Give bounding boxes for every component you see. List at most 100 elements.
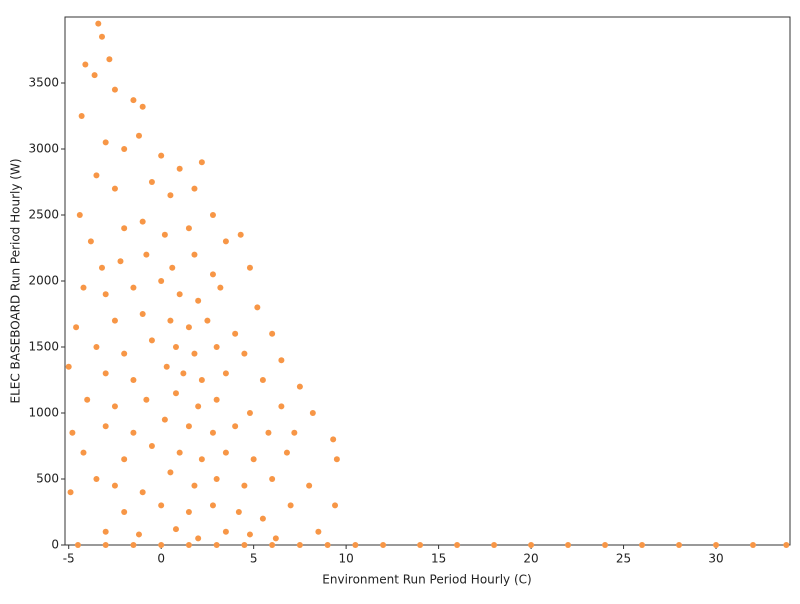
point [213, 396, 220, 403]
point [98, 264, 105, 271]
point [82, 61, 89, 68]
point [130, 429, 137, 436]
point [185, 225, 192, 232]
point [417, 542, 424, 548]
point [191, 185, 198, 192]
point [296, 383, 303, 390]
point [195, 403, 202, 410]
y-tick-label: 0 [51, 538, 59, 552]
point [176, 165, 183, 172]
point [352, 542, 359, 548]
point [232, 330, 239, 337]
point [143, 396, 150, 403]
point [158, 152, 165, 159]
point [528, 542, 535, 548]
point [291, 429, 298, 436]
point [639, 542, 646, 548]
point [259, 377, 266, 383]
point [241, 542, 248, 548]
y-tick-label: 500 [36, 472, 59, 486]
point [309, 410, 316, 416]
y-tick-label: 2000 [28, 274, 59, 288]
point [139, 218, 146, 225]
point [148, 443, 155, 449]
point [265, 429, 272, 436]
point [269, 542, 276, 548]
point [241, 350, 248, 357]
point [121, 456, 128, 463]
point [241, 482, 248, 489]
point [209, 271, 216, 278]
point [121, 350, 128, 357]
point [565, 542, 572, 548]
point [69, 429, 76, 436]
point [102, 139, 109, 146]
point [191, 350, 198, 357]
x-tick-label: -5 [63, 552, 75, 566]
point [750, 542, 757, 548]
point [121, 146, 128, 152]
x-tick-label: 0 [157, 552, 165, 566]
point [254, 304, 261, 311]
point [87, 238, 94, 245]
point [198, 456, 205, 463]
point [185, 423, 192, 430]
point [235, 509, 242, 515]
point [278, 357, 285, 364]
point [272, 535, 279, 542]
point [232, 423, 239, 430]
point [222, 370, 229, 377]
point [380, 542, 387, 548]
point [176, 449, 183, 456]
point [191, 482, 198, 489]
point [102, 291, 109, 298]
point [84, 396, 91, 403]
point [222, 449, 229, 456]
point [130, 284, 137, 291]
point [324, 542, 331, 548]
point [283, 449, 290, 456]
point [195, 297, 202, 304]
point [209, 429, 216, 436]
point [454, 542, 461, 548]
point [246, 531, 253, 538]
point [246, 264, 253, 271]
point [278, 403, 285, 410]
point [333, 456, 340, 463]
point [93, 172, 100, 179]
point [102, 370, 109, 377]
y-tick-label: 3500 [28, 76, 59, 90]
point [111, 86, 118, 93]
point [135, 531, 142, 538]
point [102, 528, 109, 535]
x-axis-label: Environment Run Period Hourly (C) [322, 573, 531, 587]
point [95, 20, 102, 27]
point [130, 97, 137, 104]
point [111, 482, 118, 489]
point [185, 324, 192, 331]
point [167, 317, 174, 324]
point [91, 72, 98, 79]
point [222, 238, 229, 245]
point [143, 251, 150, 258]
point [80, 284, 87, 291]
point [139, 103, 146, 110]
point [222, 528, 229, 535]
point [296, 542, 303, 548]
x-tick-label: 15 [431, 552, 446, 566]
point [158, 542, 165, 548]
point [76, 212, 83, 218]
point [78, 113, 85, 119]
point [213, 542, 220, 548]
point [259, 515, 266, 522]
point [172, 390, 179, 397]
point [213, 344, 220, 350]
point [169, 264, 176, 271]
point [491, 542, 498, 548]
x-tick-label: 10 [338, 552, 353, 566]
point [250, 456, 257, 463]
point [67, 489, 74, 496]
point [158, 278, 165, 284]
point [217, 284, 224, 291]
